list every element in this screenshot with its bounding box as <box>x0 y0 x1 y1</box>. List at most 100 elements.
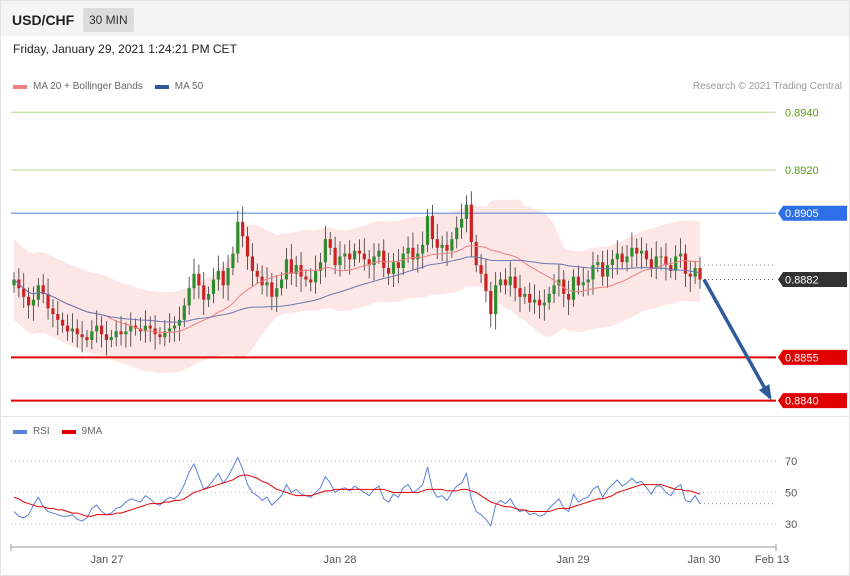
candle-body <box>309 279 313 283</box>
candle-body <box>143 325 147 332</box>
candle-body <box>508 276 512 286</box>
candle-body <box>474 242 478 266</box>
candle-body <box>435 239 439 248</box>
candle-body <box>518 288 522 297</box>
candle-body <box>669 265 673 271</box>
candle-body <box>255 270 259 277</box>
legend-item-9ma: 9MA <box>61 426 102 437</box>
candle-body <box>391 262 396 274</box>
level-label-2: 0.8905 <box>785 208 819 220</box>
candle-body <box>377 250 381 257</box>
candle-body <box>158 334 162 338</box>
rsi-legend: RSI 9MA <box>13 426 114 437</box>
candle-body <box>109 337 113 341</box>
candle-body <box>489 291 493 315</box>
candle-body <box>134 325 138 329</box>
candle-body <box>591 265 595 280</box>
symbol-label: USD/CHF <box>12 12 75 28</box>
candle-body <box>605 265 610 277</box>
candle-body <box>343 253 347 257</box>
candle-body <box>129 325 133 332</box>
legend-label-ma50: MA 50 <box>174 81 204 92</box>
x-tick-2: Jan 29 <box>556 554 589 566</box>
candle-body <box>99 325 104 335</box>
candle-body <box>576 276 580 286</box>
chart-header: USD/CHF 30 MIN <box>1 1 849 36</box>
level-label-5: 0.8840 <box>785 396 819 408</box>
level-label-3: 0.8882 <box>785 275 819 287</box>
level-tag-5 <box>778 393 847 409</box>
datetime-label: Friday, January 29, 2021 1:24:21 PM CET <box>13 42 237 56</box>
rsi-tick-50: 50 <box>785 488 797 500</box>
candle-body <box>659 256 663 258</box>
copyright-label: Research © 2021 Trading Central <box>692 81 842 92</box>
level-label-1: 0.8920 <box>785 165 819 177</box>
candle-body <box>571 276 576 300</box>
candle-body <box>119 331 123 335</box>
x-tick-0: Jan 27 <box>90 554 123 566</box>
x-tick-4: Feb 13 <box>755 554 789 566</box>
candle-body <box>416 253 420 260</box>
x-tick-1: Jan 28 <box>323 554 356 566</box>
candle-body <box>95 325 99 332</box>
candle-body <box>236 221 240 254</box>
candle-body <box>114 331 118 338</box>
candle-body <box>654 256 658 268</box>
candle-body <box>552 285 556 294</box>
candle-body <box>513 276 517 289</box>
candle-body <box>450 239 454 251</box>
candle-body <box>382 250 386 268</box>
candle-body <box>211 279 216 294</box>
candle-body <box>245 236 250 257</box>
legend-label-rsi: RSI <box>33 426 50 437</box>
candle-body <box>289 259 293 274</box>
candle-body <box>635 247 639 254</box>
candle-body <box>192 273 196 289</box>
candle-body <box>41 285 45 294</box>
candle-body <box>367 259 371 266</box>
candle-body <box>275 288 279 297</box>
candle-body <box>601 262 605 277</box>
candle-body <box>630 247 634 257</box>
candle-body <box>596 262 600 266</box>
candle-body <box>26 296 31 306</box>
legend-swatch-ma50 <box>154 84 169 89</box>
candle-body <box>396 262 400 268</box>
legend-swatch-9ma <box>61 429 76 434</box>
candle-body <box>401 253 405 268</box>
candle-body <box>202 285 206 300</box>
candle-body <box>314 270 318 283</box>
candle-body <box>644 250 649 260</box>
candle-body <box>163 331 167 338</box>
candle-body <box>318 262 323 271</box>
level-label-4: 0.8855 <box>785 352 819 364</box>
candle-body <box>494 285 498 315</box>
candle-body <box>294 265 298 274</box>
candle-body <box>649 259 653 268</box>
candle-body <box>557 279 561 286</box>
candle-body <box>503 279 507 286</box>
candle-body <box>241 221 245 237</box>
candle-body <box>625 256 629 263</box>
candle-body <box>12 279 16 286</box>
candle-body <box>372 256 376 266</box>
candle-body <box>683 253 688 274</box>
candle-body <box>216 270 220 280</box>
candle-body <box>182 305 186 320</box>
candle-body <box>75 328 79 335</box>
candle-body <box>547 293 551 303</box>
level-label-0: 0.8940 <box>785 107 819 119</box>
candle-body <box>304 276 308 280</box>
candle-body <box>172 325 177 329</box>
candle-body <box>532 299 537 303</box>
candle-body <box>357 250 362 254</box>
candle-body <box>498 279 503 286</box>
candle-body <box>693 267 697 277</box>
candle-body <box>85 337 89 341</box>
candle-body <box>620 253 624 263</box>
timeframe-button[interactable]: 30 MIN <box>83 8 134 32</box>
candle-body <box>640 250 644 254</box>
candle-body <box>387 267 391 274</box>
candle-body <box>279 279 284 289</box>
